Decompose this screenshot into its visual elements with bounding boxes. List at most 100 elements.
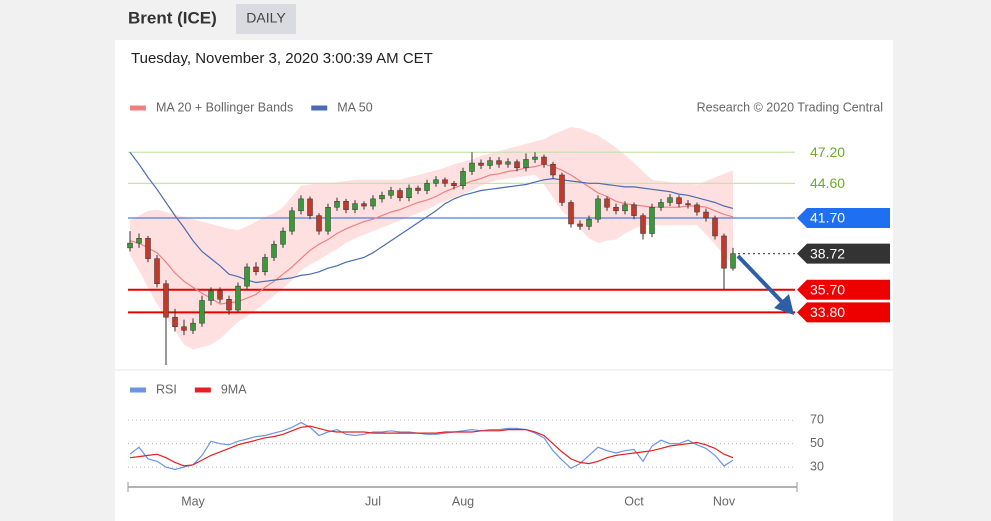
candle-body [181, 326, 187, 331]
level-label-box [797, 208, 890, 228]
candle-body [532, 156, 538, 160]
candle-body [568, 202, 574, 225]
candle-body [595, 198, 601, 220]
candle-body [694, 204, 700, 213]
y-tick-label: 30 [810, 459, 824, 473]
legend-label: RSI [156, 382, 177, 396]
candle-body [676, 197, 682, 204]
rsi-line [129, 425, 734, 467]
level-label-box [797, 302, 890, 323]
candle-body [217, 290, 223, 300]
x-tick-label: May [181, 494, 205, 508]
candle-body [424, 183, 430, 191]
candle-body [406, 187, 412, 198]
candle-body [622, 204, 628, 212]
candle-body [163, 283, 169, 318]
candle-body [280, 230, 286, 245]
candle-body [370, 198, 376, 207]
candle-body [667, 197, 673, 203]
legend-label: MA 50 [337, 100, 372, 114]
x-tick-label: Oct [624, 494, 644, 508]
candle-body [208, 290, 214, 301]
moving-average-line [129, 151, 734, 284]
level-label: 41.70 [810, 210, 845, 226]
candle-body [604, 198, 610, 208]
candle-body [586, 218, 592, 227]
level-label-box [797, 279, 890, 300]
candle-body [262, 257, 268, 273]
candle-body [145, 238, 151, 259]
candle-body [577, 223, 583, 227]
y-tick-label: 70 [810, 413, 824, 427]
level-label: 47.20 [810, 144, 845, 160]
y-tick-label: 50 [810, 436, 824, 450]
candle-body [199, 300, 205, 324]
candle-body [487, 160, 493, 166]
candle-body [388, 190, 394, 196]
candle-body [640, 215, 646, 234]
candle-body [505, 161, 511, 165]
candle-body [298, 198, 304, 212]
trend-arrow-head [774, 294, 794, 315]
candle-body [226, 299, 232, 311]
legend-swatch [311, 105, 328, 111]
candle-body [172, 316, 178, 328]
candle-body [154, 258, 160, 284]
candle-body [442, 179, 448, 184]
candle-body [271, 244, 277, 258]
timeframe: DAILY [246, 10, 286, 26]
candle-body [496, 160, 502, 165]
candle-body [685, 203, 691, 206]
legend-label: 9MA [221, 382, 247, 396]
candle-body [550, 163, 556, 176]
candle-body [514, 161, 520, 169]
candle-body [244, 266, 250, 287]
chart-subtitle: Tuesday, November 3, 2020 3:00:39 AM CET [131, 50, 433, 67]
level-label: 33.80 [810, 304, 845, 320]
candle-body [478, 162, 484, 166]
candle-body [703, 211, 709, 219]
candle-body [460, 171, 466, 186]
candle-body [361, 203, 367, 207]
candle-body [559, 174, 565, 203]
candle-body [523, 159, 529, 169]
candle-body [235, 285, 241, 311]
candle-body [541, 156, 547, 165]
candle-body [658, 202, 664, 208]
x-tick-label: Nov [713, 494, 736, 508]
x-tick-label: Jul [365, 494, 381, 508]
candle-body [721, 235, 727, 269]
legend-swatch [194, 387, 211, 393]
candle-body [730, 253, 736, 269]
candle-body [451, 183, 457, 186]
instrument-title: Brent (ICE) [128, 8, 217, 27]
legend-swatch [130, 387, 146, 393]
legend-swatch [130, 105, 146, 111]
candle-body [712, 217, 718, 237]
level-label-box [797, 243, 890, 264]
candle-body [334, 201, 340, 208]
candle-body [316, 215, 322, 232]
candle-body [325, 206, 331, 232]
source-note: Research © 2020 Trading Central [697, 100, 883, 114]
candle-body [289, 210, 295, 232]
candle-body [190, 322, 196, 331]
candle-body [352, 203, 358, 210]
level-label: 38.72 [810, 245, 845, 261]
candle-body [343, 201, 349, 210]
candle-body [469, 162, 475, 172]
rsi-line [129, 421, 734, 471]
plot: 47.20 44.60 41.70 38.72 35.70 33.80 MA 20 + Bo… [127, 100, 890, 508]
candle-body [307, 198, 313, 216]
candle-body [415, 187, 421, 191]
timeframe-badge [236, 4, 296, 34]
candle-body [397, 190, 403, 198]
candle-body [136, 238, 142, 244]
candle-body [649, 206, 655, 234]
candle-body [433, 179, 439, 184]
trend-arrow [736, 254, 785, 305]
level-label: 35.70 [810, 281, 845, 297]
candle-body [613, 206, 619, 212]
